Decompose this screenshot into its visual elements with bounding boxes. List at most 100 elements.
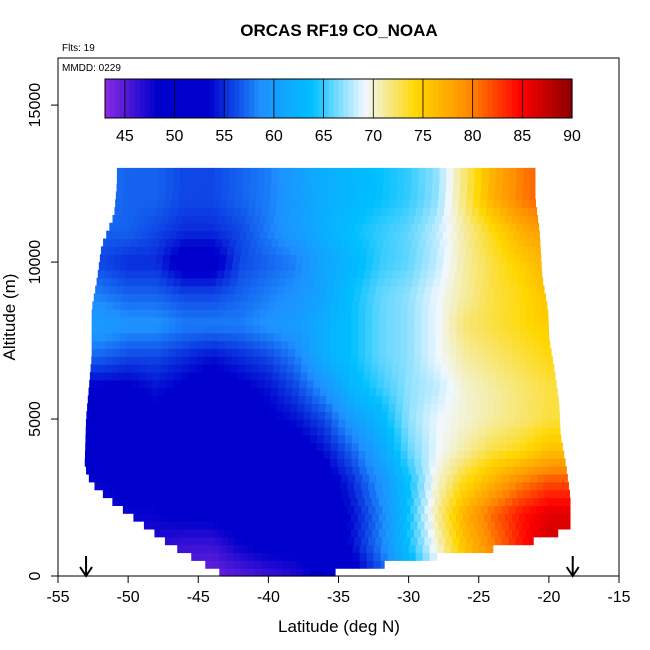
heatmap-cell	[424, 505, 433, 514]
heatmap-cell	[509, 175, 518, 185]
heatmap-cell	[116, 183, 125, 193]
heatmap-cell	[196, 332, 205, 342]
heatmap-cell	[252, 340, 261, 349]
heatmap-cell	[147, 458, 156, 467]
heatmap-cell	[199, 403, 207, 412]
heatmap-cell	[168, 528, 177, 538]
heatmap-cell	[365, 348, 373, 357]
heatmap-cell	[502, 489, 511, 499]
heatmap-cell	[417, 521, 425, 530]
heatmap-cell	[389, 395, 397, 404]
heatmap-cell	[141, 230, 149, 240]
heatmap-cell	[247, 552, 255, 561]
heatmap-cell	[204, 301, 213, 310]
heatmap-cell	[106, 301, 114, 310]
heatmap-cell	[205, 544, 213, 554]
heatmap-cell	[411, 167, 420, 177]
heatmap-cell	[295, 434, 304, 444]
heatmap-cell	[477, 309, 485, 318]
heatmap-cell	[449, 324, 457, 334]
heatmap-cell	[111, 364, 120, 373]
heatmap-cell	[428, 332, 436, 342]
heatmap-cell	[529, 481, 537, 491]
heatmap-cell	[312, 505, 320, 514]
heatmap-cell	[424, 191, 433, 200]
heatmap-cell	[533, 340, 542, 349]
heatmap-cell	[282, 544, 291, 554]
heatmap-cell	[435, 450, 444, 459]
heatmap-cell	[399, 513, 408, 522]
heatmap-cell	[523, 183, 531, 193]
heatmap-cell	[229, 167, 237, 177]
heatmap-cell	[478, 254, 487, 263]
heatmap-cell	[155, 450, 163, 459]
heatmap-cell	[144, 387, 153, 397]
heatmap-cell	[320, 379, 329, 389]
heatmap-cell	[406, 513, 415, 522]
heatmap-cell	[483, 269, 492, 279]
heatmap-cell	[302, 340, 310, 349]
heatmap-cell	[295, 442, 304, 452]
heatmap-cell	[359, 466, 368, 475]
heatmap-cell	[384, 371, 393, 381]
heatmap-cell	[447, 371, 456, 381]
heatmap-cell	[500, 246, 509, 255]
heatmap-cell	[226, 560, 234, 569]
heatmap-cell	[414, 230, 423, 240]
heatmap-cell	[267, 434, 276, 444]
heatmap-cell	[251, 364, 260, 373]
heatmap-cell	[232, 262, 240, 271]
heatmap-cell	[306, 238, 315, 247]
heatmap-cell	[140, 317, 149, 326]
heatmap-cell	[188, 364, 197, 373]
heatmap-cell	[523, 387, 531, 397]
heatmap-cell	[547, 309, 549, 318]
heatmap-cell	[523, 489, 532, 499]
heatmap-cell	[501, 505, 510, 514]
heatmap-cell	[140, 513, 149, 522]
heatmap-cell	[422, 254, 431, 263]
heatmap-cell	[464, 254, 473, 263]
heatmap-cell	[202, 364, 211, 373]
heatmap-cell	[242, 536, 250, 546]
heatmap-cell	[240, 207, 249, 216]
heatmap-cell	[259, 356, 268, 365]
heatmap-cell	[333, 222, 342, 232]
heatmap-cell	[529, 505, 538, 514]
heatmap-cell	[516, 222, 524, 232]
heatmap-cell	[218, 442, 227, 452]
heatmap-cell	[540, 262, 542, 271]
heatmap-cell	[310, 552, 319, 561]
heatmap-cell	[133, 458, 142, 467]
heatmap-cell	[288, 301, 297, 310]
heatmap-cell	[274, 442, 283, 452]
heatmap-cell	[323, 262, 331, 271]
heatmap-cell	[383, 175, 391, 185]
heatmap-cell	[168, 324, 177, 334]
heatmap-cell	[92, 442, 100, 452]
heatmap-cell	[360, 481, 369, 491]
heatmap-cell	[220, 246, 228, 255]
heatmap-cell	[487, 285, 496, 295]
heatmap-cell	[163, 254, 171, 263]
heatmap-cell	[296, 419, 304, 428]
heatmap-cell	[435, 262, 444, 271]
heatmap-cell	[98, 317, 107, 326]
heatmap-cell	[155, 230, 163, 240]
heatmap-cell	[425, 167, 434, 177]
colorbar-tick-label: 45	[116, 128, 134, 145]
heatmap-cell	[255, 293, 263, 302]
heatmap-cell	[150, 403, 158, 412]
heatmap-cell	[351, 324, 359, 334]
heatmap-cell	[513, 254, 522, 263]
heatmap-cell	[147, 309, 156, 318]
heatmap-cell	[128, 419, 136, 428]
heatmap-cell	[131, 238, 139, 247]
heatmap-cell	[266, 214, 275, 224]
heatmap-cell	[122, 191, 131, 200]
heatmap-cell	[516, 387, 524, 397]
colorbar-segment	[437, 79, 444, 118]
heatmap-cell	[450, 419, 459, 428]
heatmap-cell	[243, 175, 251, 185]
heatmap-cell	[267, 450, 275, 459]
